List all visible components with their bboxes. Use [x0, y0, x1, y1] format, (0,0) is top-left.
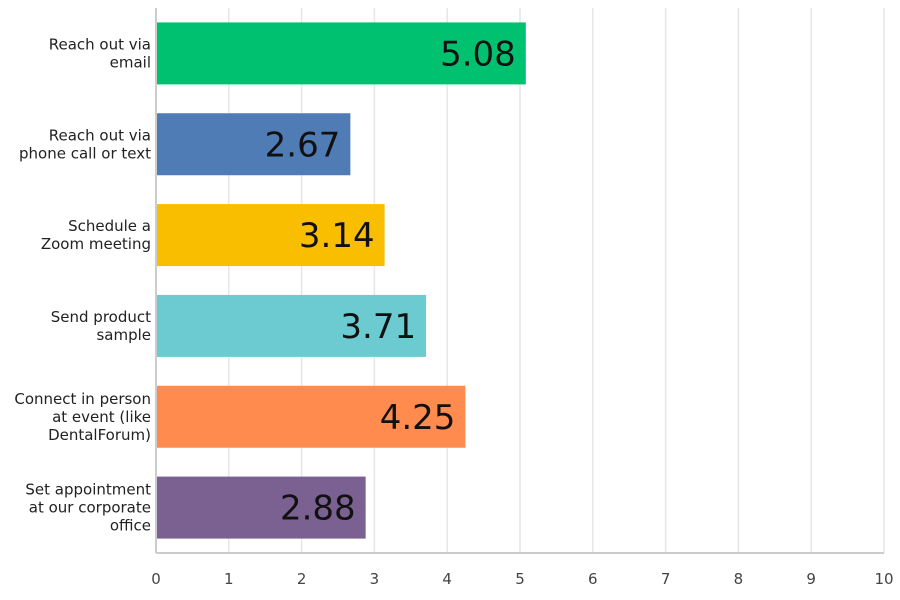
value-label-4: 3.71 — [340, 307, 416, 347]
category-label-line: at our corporate — [29, 499, 151, 517]
category-label-line: Send product — [51, 308, 151, 326]
category-label-line: Reach out via — [49, 126, 151, 144]
category-label-line: at event (like — [52, 408, 151, 426]
category-label-line: Connect in person — [14, 390, 151, 408]
category-label-5: Connect in person at event (like DentalFor… — [14, 390, 151, 444]
category-label-1: Reach out via email — [49, 35, 151, 71]
category-label-line: phone call or text — [19, 144, 151, 162]
x-axis: 0 1 2 3 4 5 6 7 8 9 10 — [151, 8, 894, 588]
x-tick-label-1: 1 — [224, 570, 234, 588]
bar-4 — [157, 294, 427, 357]
value-label-3: 3.14 — [299, 216, 375, 256]
category-label-line: sample — [96, 326, 151, 344]
category-label-line: office — [110, 517, 151, 535]
category-label-3: Schedule a Zoom meeting — [41, 217, 151, 253]
bars: 5.08 2.67 3.14 3.71 4.25 2.88 — [157, 22, 526, 539]
category-label-4: Send product sample — [51, 308, 151, 344]
category-label-line: Reach out via — [49, 35, 151, 53]
x-tick-label-3: 3 — [370, 570, 380, 588]
value-label-6: 2.88 — [280, 489, 356, 529]
x-tick-label-8: 8 — [734, 570, 744, 588]
x-tick-label-0: 0 — [151, 570, 161, 588]
x-tick-label-6: 6 — [588, 570, 598, 588]
value-label-2: 2.67 — [265, 125, 341, 165]
category-label-line: Zoom meeting — [41, 235, 151, 253]
category-label-2: Reach out via phone call or text — [19, 126, 151, 162]
bar-1 — [157, 22, 526, 85]
grid-lines — [228, 8, 885, 553]
x-tick-label-7: 7 — [661, 570, 671, 588]
bar-2 — [157, 113, 351, 176]
value-label-5: 4.25 — [380, 398, 456, 438]
bar-3 — [157, 204, 385, 267]
x-tick-label-10: 10 — [874, 570, 893, 588]
category-label-line: DentalForum) — [48, 426, 151, 444]
x-tick-label-9: 9 — [806, 570, 816, 588]
x-tick-label-2: 2 — [297, 570, 307, 588]
category-label-line: email — [110, 53, 151, 71]
x-tick-label-4: 4 — [442, 570, 452, 588]
category-label-6: Set appointment at our corporate office — [25, 481, 151, 535]
bar-5 — [157, 385, 466, 448]
bar-6 — [157, 476, 366, 539]
category-label-line: Schedule a — [68, 217, 151, 235]
value-label-1: 5.08 — [440, 34, 516, 74]
category-label-line: Set appointment — [25, 481, 151, 499]
x-tick-label-5: 5 — [515, 570, 525, 588]
